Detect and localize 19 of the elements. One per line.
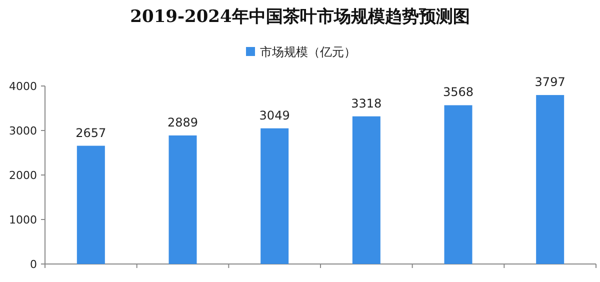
- bar: [536, 95, 564, 264]
- y-tick-label: 0: [30, 258, 37, 271]
- data-label: 3568: [442, 85, 474, 100]
- chart-title: 2019-2024年中国茶叶市场规模趋势预测图: [130, 7, 470, 27]
- bar: [260, 128, 289, 264]
- data-label: 3049: [259, 108, 290, 122]
- data-label: 2889: [167, 115, 198, 130]
- y-tick-label: 2000: [9, 169, 37, 182]
- bar: [444, 105, 472, 264]
- data-label: 2657: [76, 126, 106, 140]
- y-tick-label: 4000: [9, 80, 37, 93]
- y-tick-label: 3000: [9, 124, 37, 138]
- bar: [76, 146, 105, 264]
- bar: [352, 116, 380, 264]
- y-tick-label: 1000: [9, 214, 37, 226]
- data-label: 3797: [534, 75, 566, 90]
- bar: [168, 135, 197, 264]
- legend-label: 市场规模（亿元）: [260, 45, 356, 59]
- data-label: 3318: [351, 96, 382, 110]
